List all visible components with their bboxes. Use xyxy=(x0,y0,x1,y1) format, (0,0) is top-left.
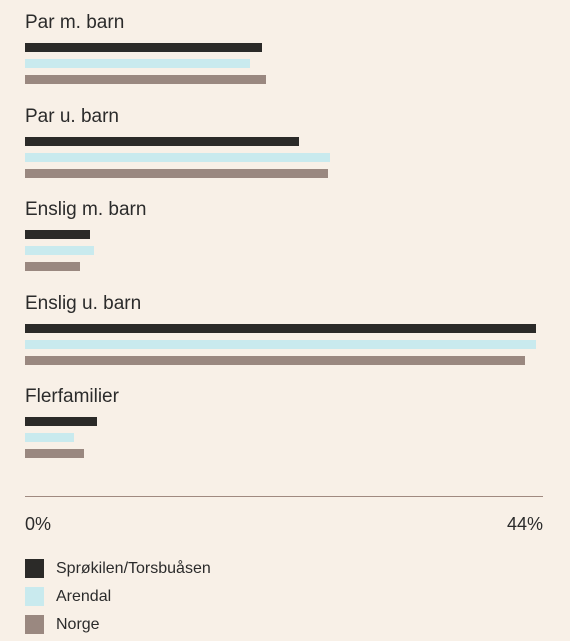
legend-label-norge: Norge xyxy=(56,615,100,633)
legend-item-sprokilen: Sprøkilen/Torsbuåsen xyxy=(25,557,211,580)
bar-flerfamilier-series-1 xyxy=(25,433,74,442)
bar-enslig-m-barn-series-2 xyxy=(25,262,80,271)
legend-label-sprokilen: Sprøkilen/Torsbuåsen xyxy=(56,559,211,577)
bar-flerfamilier-series-0 xyxy=(25,417,98,426)
bar-enslig-m-barn-series-0 xyxy=(25,230,91,239)
category-label-enslig-u-barn: Enslig u. barn xyxy=(25,292,142,314)
bar-par-u-barn-series-2 xyxy=(25,168,329,178)
bar-chart: Par m. barn Par u. barn Enslig m. barn Ensl… xyxy=(25,12,536,458)
legend-label-arendal: Arendal xyxy=(56,587,112,605)
bar-par-m-barn-series-2 xyxy=(25,75,267,84)
bar-enslig-u-barn-series-2 xyxy=(25,355,526,365)
legend-swatch-sprokilen xyxy=(25,559,44,578)
category-label-flerfamilier: Flerfamilier xyxy=(25,386,119,407)
bar-enslig-m-barn-series-1 xyxy=(25,246,94,255)
bar-par-u-barn-series-0 xyxy=(25,136,299,146)
x-tick-max: 44% xyxy=(506,514,543,534)
category-label-par-u-barn: Par u. barn xyxy=(25,105,119,127)
legend: Sprøkilen/Torsbuåsen Arendal Norge xyxy=(25,557,211,641)
legend-item-norge: Norge xyxy=(25,613,211,636)
legend-swatch-norge xyxy=(25,615,44,634)
bar-enslig-u-barn-series-0 xyxy=(25,323,536,333)
category-label-enslig-m-barn: Enslig m. barn xyxy=(25,199,147,220)
legend-swatch-arendal xyxy=(25,587,44,606)
x-tick-min: 0% xyxy=(25,514,52,534)
bar-par-m-barn-series-0 xyxy=(25,43,262,52)
bar-flerfamilier-series-2 xyxy=(25,449,85,458)
x-axis-line xyxy=(25,496,543,497)
bar-par-u-barn-series-1 xyxy=(25,152,331,162)
bar-enslig-u-barn-series-1 xyxy=(25,339,536,349)
bar-par-m-barn-series-1 xyxy=(25,59,251,68)
legend-item-arendal: Arendal xyxy=(25,585,211,608)
category-label-par-m-barn: Par m. barn xyxy=(25,12,125,33)
